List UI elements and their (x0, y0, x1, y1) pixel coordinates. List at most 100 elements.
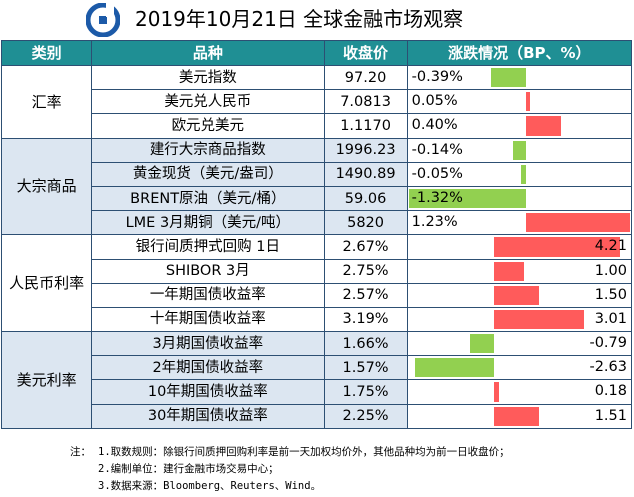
change-bar-positive (525, 116, 561, 136)
close-price-cell: 1.75% (323, 379, 408, 405)
product-name-cell: BRENT原油（美元/桶） (91, 185, 325, 212)
change-bar-positive (525, 213, 630, 233)
product-name-cell: 黄金现货（美元/盎司） (91, 161, 325, 187)
change-bar-positive (493, 406, 539, 426)
product-name-cell: 十年期国债收益率 (91, 306, 325, 333)
table-row: 人民币利率 银行间质押式回购 1日 2.67% 4.21 (0, 234, 633, 333)
change-bar-negative (521, 164, 526, 184)
product-name-cell: 建行大宗商品指数 (91, 137, 325, 163)
product-name-cell: 3月期国债收益率 (91, 331, 325, 357)
change-label: 4.21 (594, 238, 627, 255)
change-cell: -0.79 (406, 331, 633, 357)
table-row: SHIBOR 3月 2.75% 1.00 (2, 258, 633, 284)
change-label: -0.14% (411, 141, 463, 158)
table-row: 大宗商品 建行大宗商品指数 1996.23 -0.14% (0, 137, 633, 236)
change-label: 1.23% (411, 214, 458, 231)
change-cell: -1.32% (406, 185, 633, 212)
category-cell: 人民币利率 (0, 234, 93, 333)
product-name-cell: 一年期国债收益率 (91, 282, 325, 308)
table-row: 美元利率 3月期国债收益率 1.66% -0.79 (0, 331, 633, 429)
close-price-cell: 97.20 (323, 64, 408, 91)
change-label: 1.51 (594, 407, 627, 424)
close-price-cell: 2.25% (323, 403, 408, 429)
table-row: 汇率 美元指数 97.20 -0.39% (0, 64, 633, 139)
change-bar-positive (493, 382, 500, 402)
close-price-cell: 3.19% (323, 306, 408, 333)
page-title: 2019年10月21日 全球金融市场观察 (135, 7, 464, 31)
change-label: 1.00 (594, 262, 627, 279)
column-header-category: 类别 (0, 40, 93, 66)
category-cell: 美元利率 (0, 331, 93, 429)
close-price-cell: 5820 (323, 210, 408, 236)
table-row: BRENT原油（美元/桶） 59.06 -1.32% (2, 185, 633, 212)
close-price-cell: 1996.23 (323, 137, 408, 163)
change-cell: 1.50 (406, 282, 633, 308)
note-item: 2.编制单位：建行金融市场交易中心； (98, 463, 279, 475)
note-item: 3.数据来源：Bloomberg、Reuters、Wind。 (98, 480, 322, 492)
note-item: 1.取数规则：除银行间质押回购利率是前一天加权均价外，其他品种均为前一日收盘价； (98, 446, 510, 458)
close-price-cell: 2.67% (323, 234, 408, 260)
product-name-cell: 2年期国债收益率 (91, 355, 325, 381)
change-cell: -0.14% (406, 137, 633, 163)
category-cell: 汇率 (0, 65, 93, 139)
change-label: -0.05% (411, 165, 463, 182)
change-cell: -2.63 (406, 355, 633, 381)
note-row: 2.编制单位：建行金融市场交易中心； (70, 461, 510, 478)
change-bar-positive (493, 261, 524, 281)
table-row: 10年期国债收益率 1.75% 0.18 (2, 379, 633, 405)
change-bar-positive (493, 309, 584, 330)
note-row: 3.数据来源：Bloomberg、Reuters、Wind。 (70, 478, 510, 495)
table-row: 十年期国债收益率 3.19% 3.01 (2, 306, 633, 333)
change-bar-negative (469, 334, 494, 354)
close-price-cell: 2.75% (323, 258, 408, 284)
change-cell: 1.23% (406, 210, 633, 236)
column-header-close: 收盘价 (323, 40, 408, 66)
change-label: -2.63 (589, 359, 627, 376)
product-name-cell: 欧元兑美元 (91, 113, 325, 139)
table-row: 欧元兑美元 1.1170 0.40% (2, 113, 633, 139)
notes-label: 注： (70, 446, 91, 458)
change-cell: 1.51 (406, 403, 633, 429)
note-row: 注： 1.取数规则：除银行间质押回购利率是前一天加权均价外，其他品种均为前一日收… (70, 444, 510, 461)
close-price-cell: 7.0813 (323, 89, 408, 115)
product-name-cell: SHIBOR 3月 (91, 258, 325, 284)
product-name-cell: 美元指数 (91, 64, 325, 91)
change-label: -0.79 (589, 335, 627, 352)
change-cell: -0.39% (406, 64, 633, 91)
table-row: 30年期国债收益率 2.25% 1.51 (2, 403, 633, 429)
change-bar-negative (513, 140, 526, 160)
close-price-cell: 2.57% (323, 282, 408, 308)
change-cell: 3.01 (406, 306, 633, 333)
change-cell: 4.21 (406, 234, 633, 260)
close-price-cell: 1.66% (323, 331, 408, 357)
change-label: 3.01 (594, 310, 627, 327)
change-label: 0.40% (411, 117, 458, 134)
market-table: 类别 品种 收盘价 涨跌情况（BP、%） 汇率 美元指数 97.20 -0.39% 美元… (0, 40, 633, 429)
ccb-logo-icon (86, 3, 120, 37)
table-row: 黄金现货（美元/盎司） 1490.89 -0.05% (2, 161, 633, 187)
close-price-cell: 1.1170 (323, 113, 408, 139)
product-name-cell: 30年期国债收益率 (91, 403, 325, 429)
change-bar-positive (493, 237, 620, 257)
close-price-cell: 1.57% (323, 355, 408, 381)
column-header-change: 涨跌情况（BP、%） (406, 40, 633, 66)
change-cell: 0.40% (406, 113, 633, 139)
title-bar: 2019年10月21日 全球金融市场观察 (0, 0, 634, 40)
change-label: 1.50 (594, 286, 627, 303)
change-cell: 1.00 (406, 258, 633, 284)
table-row: LME 3月期铜（美元/吨） 5820 1.23% (2, 210, 633, 236)
close-price-cell: 59.06 (323, 185, 408, 212)
change-cell: 0.18 (406, 379, 633, 405)
change-cell: -0.05% (406, 161, 633, 187)
change-label: 0.05% (411, 93, 458, 110)
table-row: 一年期国债收益率 2.57% 1.50 (2, 282, 633, 308)
product-name-cell: 美元兑人民币 (91, 89, 325, 115)
category-cell: 大宗商品 (0, 137, 93, 236)
product-name-cell: LME 3月期铜（美元/吨） (91, 210, 325, 236)
change-bar-positive (493, 285, 539, 305)
change-label: -1.32% (411, 189, 463, 206)
change-bar-negative (414, 358, 494, 378)
change-bar-negative (409, 188, 526, 209)
table-header-row: 类别 品种 收盘价 涨跌情况（BP、%） (0, 40, 633, 66)
change-bar-negative (491, 68, 526, 88)
